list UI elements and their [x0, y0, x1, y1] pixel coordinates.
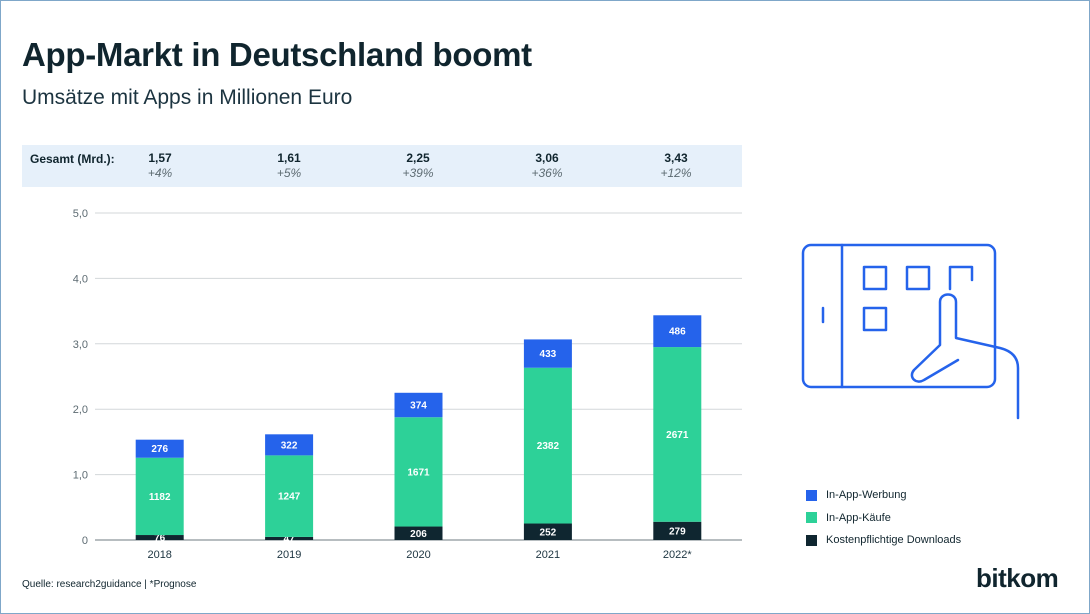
legend-swatch [806, 489, 817, 501]
bar-segment [265, 536, 314, 540]
data-label: 322 [281, 440, 298, 451]
total-change: +4% [147, 166, 173, 180]
total-change: +12% [660, 166, 692, 180]
totals-bar: Gesamt (Mrd.): 1,57 +4% 1,61 +5% 2,25 +3… [22, 145, 742, 187]
bar-segment [523, 367, 572, 524]
x-tick-label: 2019 [277, 549, 301, 561]
y-tick-label: 1,0 [73, 470, 88, 482]
total-value: 1,57 [148, 151, 172, 165]
legend-item-downloads: Kostenpflichtige Downloads [806, 529, 961, 552]
total-value: 1,61 [277, 151, 301, 165]
bar-segment [265, 455, 314, 537]
total-2019: 1,61 +5% [249, 151, 329, 180]
total-change: +36% [531, 166, 563, 180]
data-label: 1247 [278, 492, 301, 503]
data-label: 252 [540, 527, 557, 538]
y-tick-label: 0 [82, 535, 88, 547]
total-change: +5% [276, 166, 302, 180]
brand-logo: bitkom [976, 563, 1059, 593]
legend-swatch [806, 512, 817, 524]
legend-item-in-app-kaeufe: In-App-Käufe [806, 507, 961, 530]
data-label: 47 [284, 534, 296, 545]
data-label: 279 [669, 526, 686, 537]
y-tick-label: 4,0 [73, 273, 88, 285]
data-label: 2671 [666, 430, 689, 441]
total-2022: 3,43 +12% [636, 151, 716, 180]
tablet-touch-icon [801, 243, 1020, 420]
bar-segment [523, 523, 572, 540]
y-tick-label: 3,0 [73, 339, 88, 351]
data-label: 1671 [407, 467, 430, 478]
data-label: 2382 [537, 441, 560, 452]
total-change: +39% [402, 166, 434, 180]
data-label: 374 [410, 401, 427, 412]
bar-segment [523, 339, 572, 368]
data-label: 76 [154, 533, 166, 544]
page-subtitle: Umsätze mit Apps in Millionen Euro [22, 86, 353, 109]
chart-legend: In-App-Werbung In-App-Käufe Kostenpflich… [806, 484, 961, 552]
bar-segment [265, 434, 314, 456]
bar-segment [135, 439, 184, 458]
x-tick-label: 2020 [406, 549, 430, 561]
y-tick-label: 5,0 [73, 208, 88, 220]
data-label: 276 [151, 444, 168, 455]
total-2018: 1,57 +4% [120, 151, 200, 180]
x-tick-label: 2021 [536, 549, 560, 561]
legend-label: In-App-Werbung [826, 489, 907, 502]
data-label: 486 [669, 327, 686, 338]
data-label: 1182 [149, 492, 171, 503]
bar-segment [653, 315, 702, 348]
bar-segment [394, 392, 443, 418]
total-2020: 2,25 +39% [378, 151, 458, 180]
total-value: 2,25 [406, 151, 430, 165]
total-value: 3,43 [664, 151, 688, 165]
bar-segment [653, 347, 702, 522]
total-2021: 3,06 +36% [507, 151, 587, 180]
bar-segment [135, 457, 184, 536]
page-title: App-Markt in Deutschland boomt [22, 36, 532, 73]
bar-segment [653, 521, 702, 540]
bar-segment [135, 535, 184, 540]
bar-segment [394, 417, 443, 527]
legend-item-in-app-werbung: In-App-Werbung [806, 484, 961, 507]
data-label: 433 [540, 349, 557, 360]
totals-label: Gesamt (Mrd.): [30, 152, 115, 166]
data-label: 206 [410, 529, 427, 540]
x-tick-label: 2018 [147, 549, 171, 561]
total-value: 3,06 [535, 151, 559, 165]
source-note: Quelle: research2guidance | *Prognose [22, 579, 197, 590]
legend-label: In-App-Käufe [826, 511, 891, 524]
x-tick-label: 2022* [663, 549, 692, 561]
y-tick-label: 2,0 [73, 404, 88, 416]
bar-segment [394, 526, 443, 540]
legend-swatch [806, 534, 817, 546]
legend-label: Kostenpflichtige Downloads [826, 534, 962, 547]
